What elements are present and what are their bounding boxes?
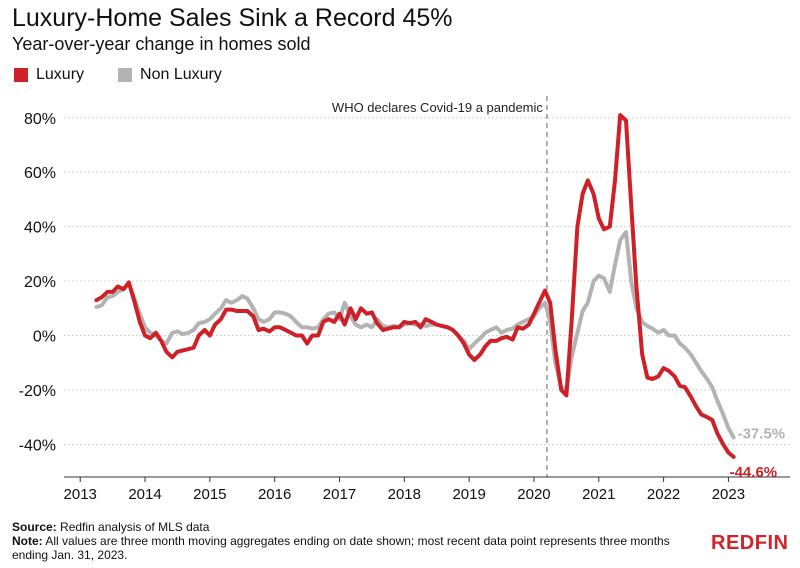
x-tick-label: 2018 [388, 486, 421, 503]
y-tick-label: 80% [24, 111, 56, 128]
end-label-luxury: -44.6% [730, 464, 778, 481]
legend-swatch-non-luxury [118, 68, 133, 82]
series-line-non-luxury [94, 230, 736, 440]
x-tick-label: 2022 [647, 486, 680, 503]
y-tick-label: 60% [24, 165, 56, 182]
x-tick-label: 2013 [64, 486, 97, 503]
series [94, 113, 736, 459]
x-tick-label: 2016 [258, 486, 291, 503]
end-label-non-luxury: -37.5% [738, 426, 786, 443]
note-label: Note: [12, 534, 43, 548]
x-tick-label: 2014 [128, 486, 161, 503]
note-text: All values are three month moving aggreg… [12, 534, 670, 562]
series-line-luxury [94, 113, 736, 459]
y-tick-label: -40% [19, 437, 56, 454]
annotation: WHO declares Covid-19 a pandemic [332, 96, 548, 477]
x-tick-label: 2023 [712, 486, 745, 503]
legend-item-luxury: Luxury [14, 66, 84, 84]
source-text: Redfin analysis of MLS data [56, 520, 210, 534]
x-tick-label: 2021 [582, 486, 615, 503]
y-tick-label: 0% [33, 328, 56, 345]
legend: Luxury Non Luxury [14, 66, 256, 84]
end-labels: -37.5% -44.6% [730, 426, 786, 481]
x-tick-label: 2019 [452, 486, 485, 503]
pandemic-annotation-label: WHO declares Covid-19 a pandemic [332, 100, 543, 115]
chart-title: Luxury-Home Sales Sink a Record 45% [12, 4, 453, 32]
x-tick-label: 2017 [323, 486, 356, 503]
y-tick-label: 20% [24, 274, 56, 291]
y-tick-label: 40% [24, 220, 56, 237]
note-line: Note: All values are three month moving … [12, 534, 692, 562]
footer: Source: Redfin analysis of MLS data Note… [12, 520, 692, 562]
y-tick-label: -20% [19, 383, 56, 400]
x-tick-label: 2015 [193, 486, 226, 503]
line-chart: WHO declares Covid-19 a pandemic -40% -20… [19, 96, 790, 503]
redfin-logo: REDFIN [711, 532, 789, 554]
legend-label-non-luxury: Non Luxury [140, 66, 222, 83]
axes: -40% -20% 0% 20% 40% 60% 80% 2013 2014 2015 2016 20… [19, 111, 790, 503]
source-label: Source: [12, 520, 57, 534]
source-line: Source: Redfin analysis of MLS data [12, 520, 692, 534]
legend-label-luxury: Luxury [36, 66, 85, 83]
x-tick-label: 2020 [517, 486, 550, 503]
chart-subtitle: Year-over-year change in homes sold [12, 34, 311, 54]
legend-item-non-luxury: Non Luxury [118, 66, 222, 84]
gridlines [64, 117, 790, 445]
legend-swatch-luxury [14, 68, 28, 82]
